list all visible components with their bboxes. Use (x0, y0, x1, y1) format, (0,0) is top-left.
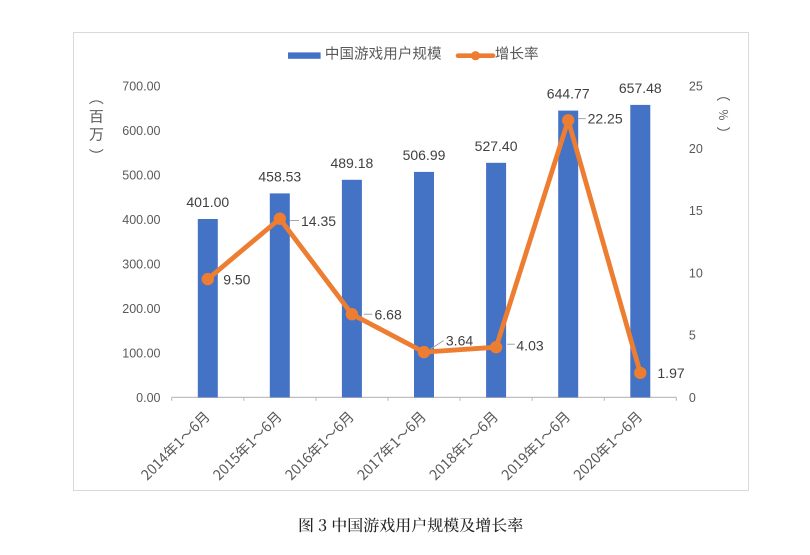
svg-text:10: 10 (689, 266, 703, 280)
svg-text:15: 15 (689, 204, 703, 218)
svg-text:25: 25 (689, 80, 703, 94)
svg-text:20: 20 (689, 142, 703, 156)
svg-text:600.00: 600.00 (122, 124, 160, 138)
svg-text:200.00: 200.00 (122, 302, 160, 316)
svg-text:644.77: 644.77 (547, 86, 590, 102)
svg-text:300.00: 300.00 (122, 257, 160, 271)
svg-text:3.64: 3.64 (446, 332, 473, 348)
svg-text:100.00: 100.00 (122, 346, 160, 360)
svg-text:5: 5 (689, 329, 696, 343)
svg-text:527.40: 527.40 (475, 138, 518, 154)
svg-text:489.18: 489.18 (330, 155, 373, 171)
svg-text:0: 0 (689, 391, 696, 405)
svg-text:4.03: 4.03 (516, 337, 543, 353)
svg-text:500.00: 500.00 (122, 169, 160, 183)
svg-text:14.35: 14.35 (301, 213, 336, 229)
svg-text:401.00: 401.00 (186, 194, 229, 210)
svg-text:700.00: 700.00 (122, 80, 160, 94)
svg-text:6.68: 6.68 (375, 307, 402, 323)
svg-text:22.25: 22.25 (588, 111, 623, 127)
svg-text:458.53: 458.53 (258, 168, 301, 184)
svg-text:9.50: 9.50 (223, 271, 250, 287)
svg-text:400.00: 400.00 (122, 213, 160, 227)
svg-text:0.00: 0.00 (136, 391, 160, 405)
svg-text:1.97: 1.97 (657, 365, 684, 381)
svg-text:657.48: 657.48 (619, 80, 662, 96)
svg-text:506.99: 506.99 (403, 147, 446, 163)
